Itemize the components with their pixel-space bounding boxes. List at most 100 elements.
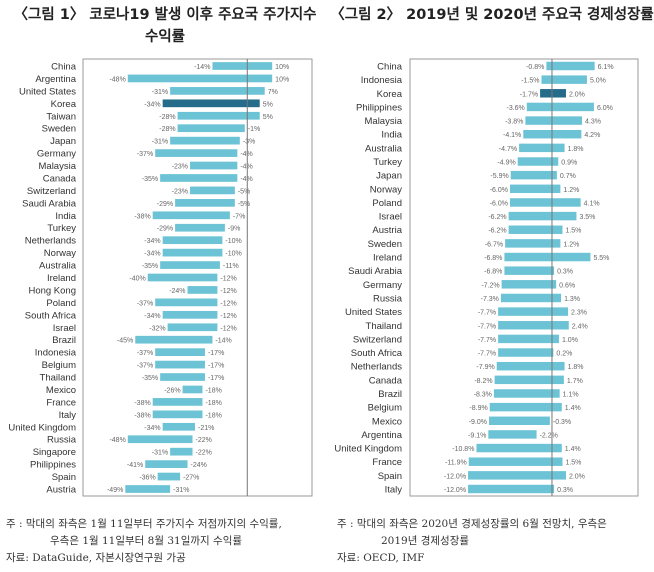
chart1-left-value-label: -34% <box>144 425 160 432</box>
chart2-left-value-label: -12.0% <box>444 473 466 480</box>
chart1-right-value-label: -12% <box>220 300 236 307</box>
chart2-right-value-label: 0.3% <box>557 269 573 276</box>
chart2-category-label: United States <box>345 307 402 318</box>
chart2-left-value-label: -6.8% <box>484 269 502 276</box>
chart1-left-value-label: -34% <box>144 238 160 245</box>
chart2-category-label: Spain <box>378 471 402 482</box>
chart1-right-value-label: 7% <box>268 89 278 96</box>
chart2-category-label: Netherlands <box>351 362 402 373</box>
chart1-right-value-label: -5% <box>238 188 250 195</box>
chart1-bar <box>170 447 193 456</box>
chart1-right-value-label: -10% <box>225 238 241 245</box>
chart2-source: 자료: OECD, IMF <box>337 552 425 564</box>
chart1-left-value-label: -31% <box>152 89 168 96</box>
chart2-left-value-label: -7.2% <box>481 282 499 289</box>
chart2-right-value-label: 6.1% <box>598 64 614 71</box>
chart2-category-label: India <box>381 130 402 141</box>
chart2: China -0.8% 6.1% Indonesia -1.5% 5.0% Korea -1.… <box>334 58 639 497</box>
chart1-bar <box>170 136 240 145</box>
chart2-bar <box>501 280 557 289</box>
chart1-category-label: Russia <box>47 435 77 446</box>
chart2-right-value-label: 2.0% <box>569 473 585 480</box>
chart2-category-label: Austria <box>372 225 402 236</box>
chart2-left-value-label: -6.2% <box>488 214 506 221</box>
chart2-category-label: Brazil <box>378 389 402 400</box>
chart1-category-label: Malaysia <box>39 161 77 172</box>
chart2-category-label: Canada <box>369 375 403 386</box>
chart1-category-label: Korea <box>51 99 77 110</box>
chart1-left-value-label: -49% <box>107 487 123 494</box>
chart2-category-label: Korea <box>377 89 403 100</box>
chart1-left-value-label: -38% <box>134 213 150 220</box>
chart1-bar <box>155 149 238 157</box>
chart2-category-label: Saudi Arabia <box>348 266 403 277</box>
chart1-left-value-label: -36% <box>139 475 155 482</box>
chart2-left-value-label: -7.3% <box>481 296 499 303</box>
chart1-category-label: Singapore <box>33 447 76 458</box>
chart1-category-label: Israel <box>53 323 76 334</box>
chart2-category-label: Ireland <box>373 253 402 264</box>
chart2-note-line2: 2019년 경제성장률 <box>381 535 470 547</box>
chart2-bar <box>500 293 562 303</box>
chart2-bar <box>498 307 569 316</box>
chart1-left-value-label: -28% <box>159 126 175 133</box>
chart1-left-value-label: -29% <box>157 201 173 208</box>
chart2-bar <box>489 416 550 426</box>
chart2-bar <box>468 457 563 466</box>
chart1-left-value-label: -37% <box>137 363 153 370</box>
chart1-left-value-label: -45% <box>117 338 133 345</box>
chart2-right-value-label: -2.2% <box>540 432 558 439</box>
chart1-category-label: Saudi Arabia <box>22 198 77 209</box>
chart2-right-value-label: 5.0% <box>590 78 606 85</box>
chart2-bar <box>505 239 561 248</box>
chart2-category-label: Japan <box>376 171 402 182</box>
chart2-bar <box>498 348 554 357</box>
chart1-category-label: Sweden <box>42 124 76 135</box>
chart2-category-label: China <box>377 62 403 73</box>
chart1-category-label: China <box>51 62 77 73</box>
chart2-left-value-label: -1.7% <box>520 91 538 98</box>
chart2-right-value-label: 4.1% <box>584 200 600 207</box>
chart1-bar <box>152 398 203 406</box>
chart2-bar <box>517 157 559 166</box>
chart1-bar <box>177 124 245 133</box>
chart2-bar <box>508 211 577 221</box>
chart1-left-value-label: -38% <box>134 412 150 419</box>
chart2-left-value-label: -9.0% <box>469 419 487 426</box>
chart1-category-label: Turkey <box>47 223 76 234</box>
chart2-right-value-label: 1.4% <box>565 446 581 453</box>
chart2-notes: 주 : 막대의 좌측은 2020년 경제성장률의 6월 전망치, 우측은 201… <box>337 516 654 567</box>
chart2-left-value-label: -4.7% <box>499 146 517 153</box>
chart2-right-value-label: 1.3% <box>564 296 580 303</box>
chart1-left-value-label: -29% <box>157 226 173 233</box>
chart1-right-value-label: -14% <box>215 338 231 345</box>
chart1-right-value-label: -17% <box>208 350 224 357</box>
chart2-category-label: Malaysia <box>365 116 403 127</box>
chart1-right-value-label: -27% <box>183 475 199 482</box>
chart1-right-value-label: -24% <box>191 462 207 469</box>
chart2-note-line1: 주 : 막대의 좌측은 2020년 경제성장률의 6월 전망치, 우측은 <box>337 518 607 530</box>
chart1-title-line2: 수익률 <box>144 29 186 45</box>
chart2-left-value-label: -7.7% <box>478 337 496 344</box>
chart1-bar <box>155 360 205 369</box>
chart2-bar <box>510 184 561 194</box>
chart2-bar <box>496 361 565 371</box>
chart2-right-value-label: -0.3% <box>553 419 571 426</box>
chart1-notes: 주 : 막대의 좌측은 1월 11일부터 주가지수 저점까지의 수익률, 우측은… <box>6 516 331 567</box>
chart2-bar <box>504 252 591 262</box>
chart2-bar <box>510 198 581 207</box>
chart1-bar <box>160 261 220 269</box>
chart1-bar <box>162 99 260 108</box>
chart2-bar <box>494 375 564 385</box>
chart2-category-label: United Kingdom <box>334 444 402 455</box>
chart2-left-value-label: -12.0% <box>444 487 466 494</box>
chart2-left-value-label: -3.6% <box>507 105 525 112</box>
chart2-bar <box>498 321 569 330</box>
chart2-left-value-label: -5.9% <box>490 173 508 180</box>
chart2-left-value-label: -7.7% <box>478 323 496 330</box>
chart1-category-label: Ireland <box>47 273 76 284</box>
chart2-right-value-label: 1.8% <box>568 146 584 153</box>
chart2-category-label: Argentina <box>361 430 402 441</box>
chart1-left-value-label: -37% <box>137 151 153 158</box>
charts-canvas: China -14% 10% Argentina -48% 10% United State… <box>8 58 639 497</box>
